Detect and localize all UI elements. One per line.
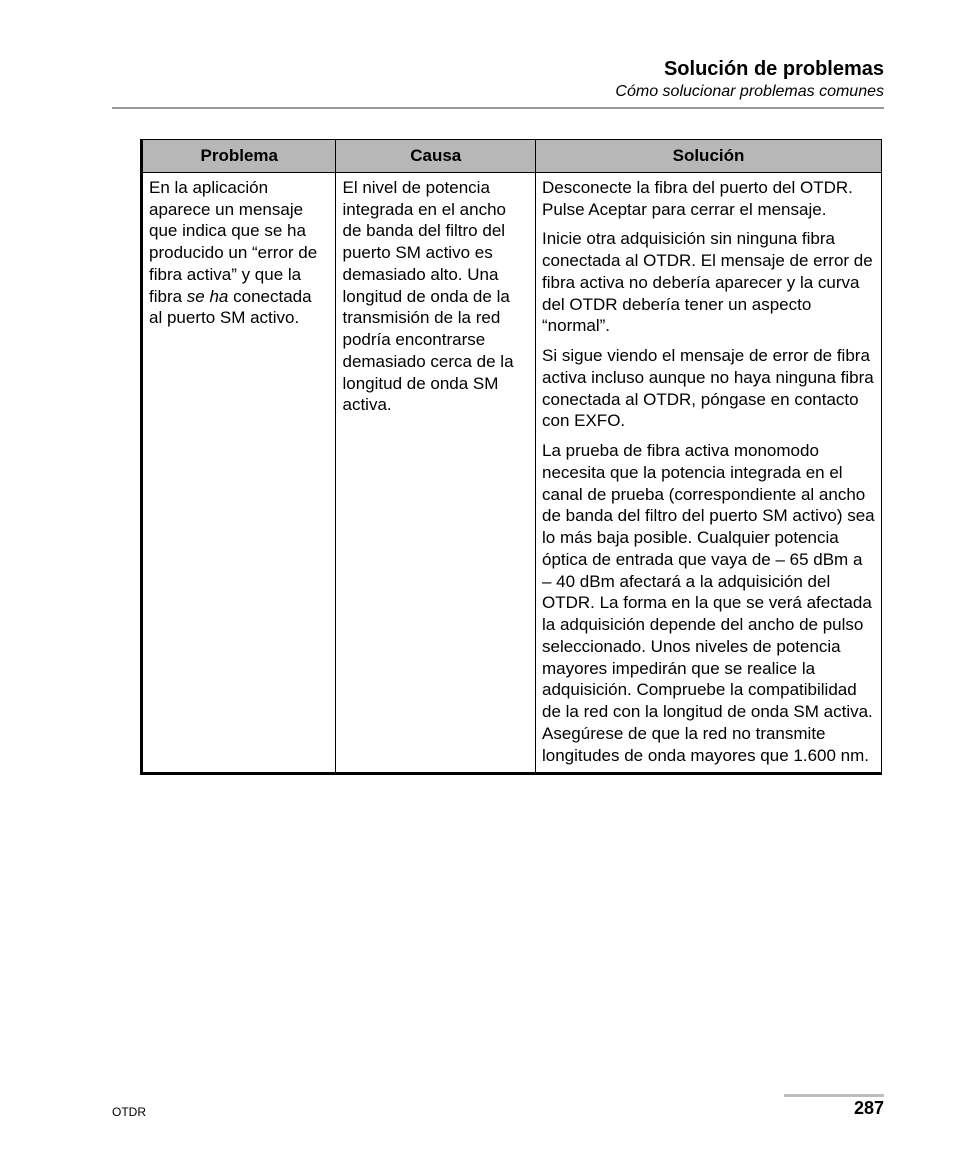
page-subtitle: Cómo solucionar problemas comunes — [112, 83, 884, 101]
col-header-solucion: Solución — [536, 140, 882, 173]
troubleshooting-table: Problema Causa Solución En la aplicación… — [140, 139, 882, 775]
page-title: Solución de problemas — [112, 58, 884, 81]
page-header: Solución de problemas Cómo solucionar pr… — [112, 58, 884, 101]
cell-solucion: Desconecte la fibra del puerto del OTDR.… — [536, 172, 882, 774]
problema-text-italic: se ha — [187, 287, 229, 306]
page: Solución de problemas Cómo solucionar pr… — [0, 0, 954, 1159]
table-header-row: Problema Causa Solución — [142, 140, 882, 173]
footer-page-number: 287 — [854, 1098, 884, 1119]
cell-problema: En la aplicación aparece un mensaje que … — [142, 172, 336, 774]
cell-causa: El nivel de potencia integrada en el anc… — [336, 172, 536, 774]
col-header-problema: Problema — [142, 140, 336, 173]
solution-step-2: Inicie otra adquisición sin ninguna fibr… — [542, 228, 875, 337]
footer-product: OTDR — [112, 1105, 146, 1119]
table-row: En la aplicación aparece un mensaje que … — [142, 172, 882, 774]
solution-step-3: Si sigue viendo el mensaje de error de f… — [542, 345, 875, 432]
page-footer: OTDR 287 — [112, 1098, 884, 1119]
header-rule — [112, 107, 884, 109]
solution-step-4: La prueba de fibra activa monomodo neces… — [542, 440, 875, 766]
footer-rule — [784, 1094, 884, 1097]
col-header-causa: Causa — [336, 140, 536, 173]
solution-step-1: Desconecte la fibra del puerto del OTDR.… — [542, 177, 875, 221]
